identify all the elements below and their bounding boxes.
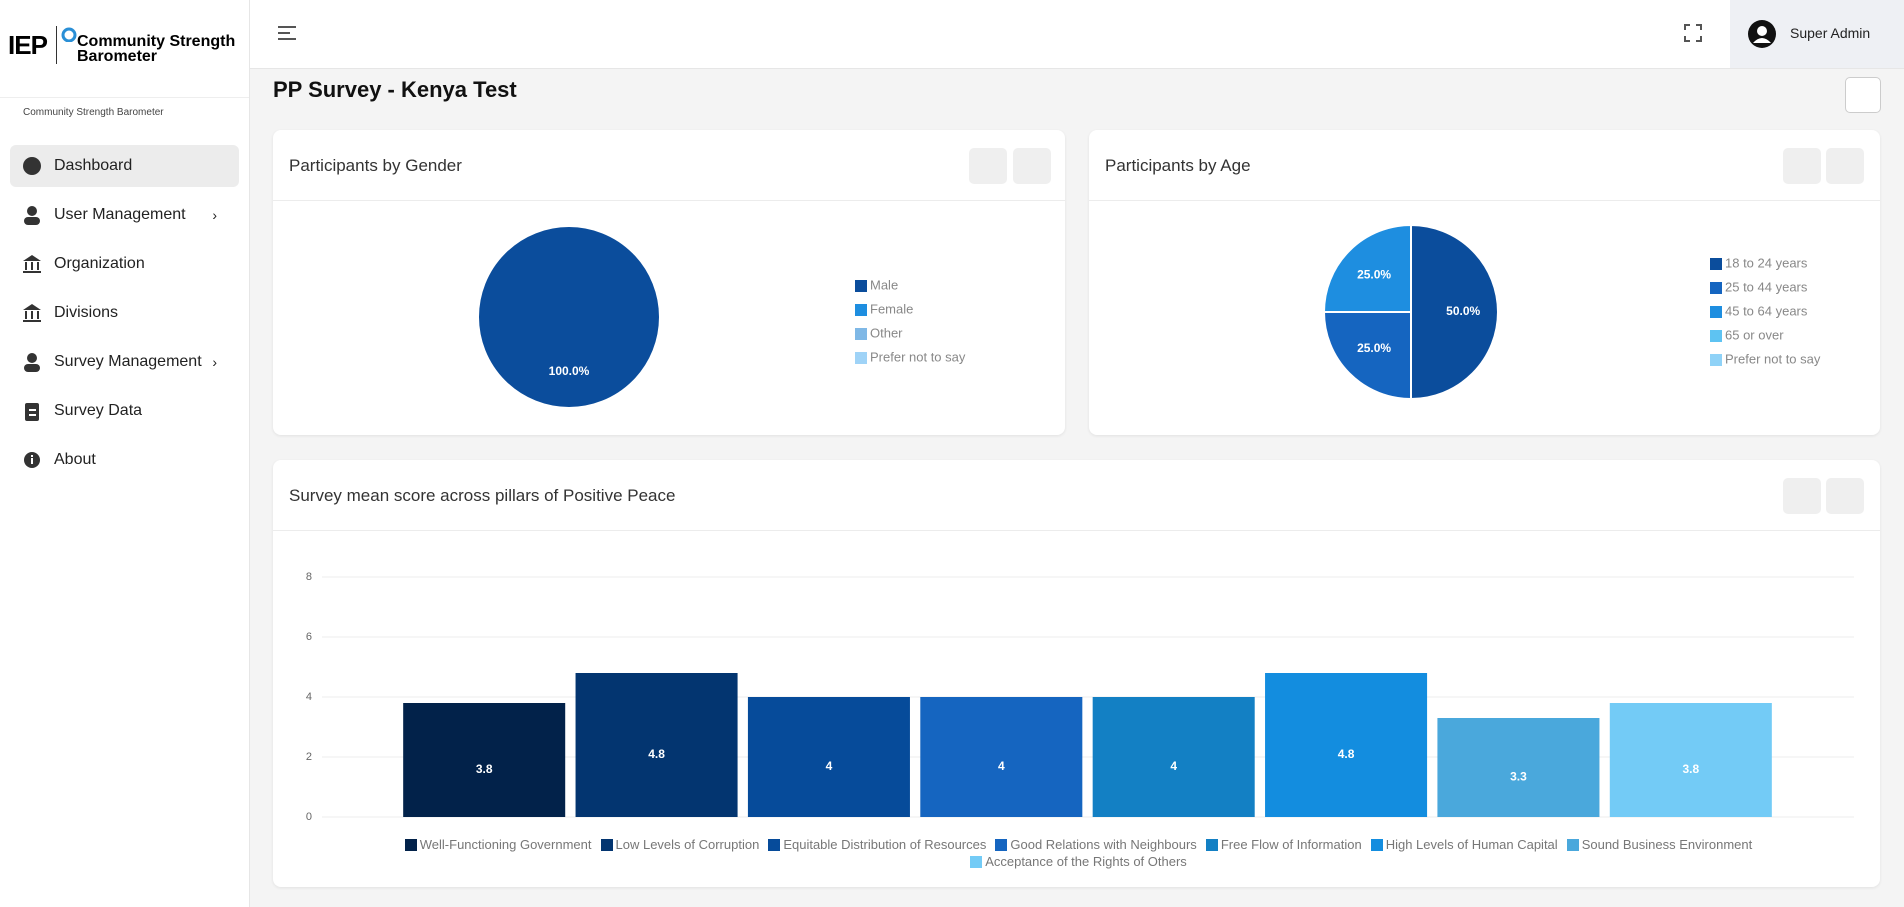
legend-label: Free Flow of Information xyxy=(1220,837,1362,852)
menu-label: Survey Data xyxy=(54,402,143,419)
card: Participants by Age xyxy=(1089,130,1880,435)
card: Participants by Gender xyxy=(273,130,1065,435)
legend-item[interactable]: High Levels of Human Capital xyxy=(1370,836,1558,853)
legend-item[interactable]: Acceptance of the Rights of Others xyxy=(970,853,1187,870)
brand-subtitle: Community Strength Barometer xyxy=(23,107,164,118)
divider xyxy=(0,97,249,98)
chevron: › xyxy=(212,354,217,370)
card-header xyxy=(273,130,1065,201)
legend-item[interactable]: Low Levels of Corruption xyxy=(600,836,760,853)
logo-mark xyxy=(61,27,77,42)
fullscreen-button[interactable] xyxy=(1684,24,1702,42)
legend-label: Sound Business Environment xyxy=(1581,837,1753,852)
legend-swatch xyxy=(600,838,613,851)
legend-label: High Levels of Human Capital xyxy=(1385,837,1558,852)
menu-item[interactable]: Survey Management › xyxy=(10,341,239,383)
user-menu[interactable]: Super Admin xyxy=(1730,0,1904,68)
menu-label: Survey Management xyxy=(54,353,202,370)
info-button[interactable] xyxy=(1013,148,1051,184)
legend-label: Good Relations with Neighbours xyxy=(1010,837,1197,852)
icon xyxy=(25,403,39,421)
menu-item[interactable]: Survey Data xyxy=(10,390,239,432)
menu-label: User Management xyxy=(54,206,186,223)
download-button[interactable] xyxy=(1783,478,1821,514)
legend-swatch xyxy=(768,838,781,851)
legend-item[interactable]: Sound Business Environment xyxy=(1566,836,1753,853)
legend-label: Low Levels of Corruption xyxy=(615,837,760,852)
icon xyxy=(24,353,40,372)
menu-item[interactable]: Divisions xyxy=(10,292,239,334)
legend-label: Equitable Distribution of Resources xyxy=(783,837,987,852)
icon xyxy=(23,157,41,175)
legend-swatch xyxy=(970,855,983,868)
chevron: › xyxy=(212,207,217,223)
legend: Well-Functioning Government Low Levels of… xyxy=(373,836,1793,870)
menu-item[interactable]: User Management › xyxy=(10,194,239,236)
menu-item[interactable]: Dashboard xyxy=(10,145,239,187)
info-button[interactable] xyxy=(1826,148,1864,184)
legend-label: Well-Functioning Government xyxy=(419,837,592,852)
card-header xyxy=(273,460,1880,531)
menu-label: Dashboard xyxy=(54,157,133,174)
export-button[interactable] xyxy=(1845,77,1881,113)
download-button[interactable] xyxy=(1783,148,1821,184)
legend-item[interactable]: Equitable Distribution of Resources xyxy=(768,836,986,853)
menu-toggle[interactable] xyxy=(276,24,298,42)
legend-swatch xyxy=(1566,838,1579,851)
menu-label: Organization xyxy=(54,255,145,272)
legend-swatch xyxy=(404,838,417,851)
legend-item[interactable]: Good Relations with Neighbours xyxy=(995,836,1197,853)
logo: IEP xyxy=(8,30,48,60)
top-bar: Super Admin xyxy=(250,0,1904,69)
legend-swatch xyxy=(995,838,1008,851)
legend-swatch xyxy=(1370,838,1383,851)
card: Survey mean score across pillars of Posi… xyxy=(273,460,1880,887)
menu-label: Divisions xyxy=(54,304,119,321)
icon xyxy=(24,206,40,225)
icon xyxy=(24,452,40,468)
menu-label: About xyxy=(54,451,96,468)
menu-item[interactable]: About xyxy=(10,439,239,481)
legend-label: Acceptance of the Rights of Others xyxy=(985,854,1187,869)
icon xyxy=(23,304,41,322)
card-title: Participants by Gender xyxy=(289,156,462,175)
legend-swatch xyxy=(1205,838,1218,851)
icon xyxy=(23,255,41,273)
card-header xyxy=(1089,130,1880,201)
brand: Community Strength Barometer xyxy=(77,33,236,65)
card-title: Participants by Age xyxy=(1105,156,1251,175)
download-button[interactable] xyxy=(969,148,1007,184)
info-button[interactable] xyxy=(1826,478,1864,514)
menu-item[interactable]: Organization xyxy=(10,243,239,285)
card-title: Survey mean score across pillars of Posi… xyxy=(289,486,676,505)
logo-divider xyxy=(56,26,57,64)
legend-item[interactable]: Free Flow of Information xyxy=(1205,836,1362,853)
legend-item[interactable]: Well-Functioning Government xyxy=(404,836,592,853)
page-title: PP Survey - Kenya Test xyxy=(273,77,517,102)
avatar xyxy=(1748,20,1776,48)
sidebar: IEP Community Strength Barometer Communi… xyxy=(0,0,250,907)
user-name: Super Admin xyxy=(1790,25,1871,41)
